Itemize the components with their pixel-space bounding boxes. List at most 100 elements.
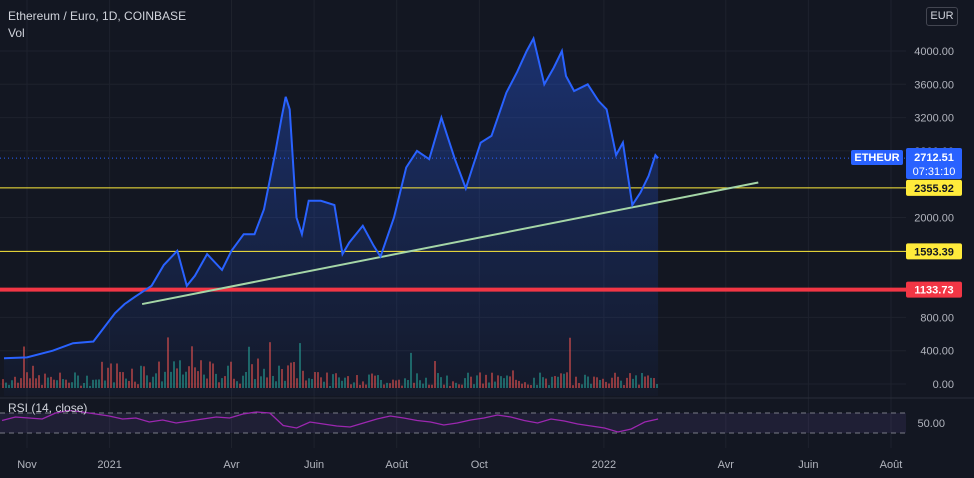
volume-bar <box>44 373 46 388</box>
volume-bar <box>389 383 391 388</box>
volume-bar <box>488 382 490 388</box>
volume-bar <box>647 375 649 388</box>
symbol-badge: ETHEUR <box>854 152 899 164</box>
volume-bar <box>425 377 427 388</box>
volume-bar <box>500 376 502 388</box>
volume-bar <box>140 365 142 388</box>
volume-bar <box>404 378 406 388</box>
volume-bar <box>53 379 55 388</box>
volume-bar <box>224 376 226 388</box>
volume-bar <box>317 372 319 388</box>
volume-bar <box>629 373 631 388</box>
volume-bar <box>530 385 532 388</box>
volume-bar <box>419 380 421 388</box>
volume-bar <box>626 377 628 388</box>
volume-bar <box>341 380 343 388</box>
volume-bar <box>584 374 586 388</box>
volume-bar <box>434 361 436 388</box>
volume-bar <box>554 376 556 388</box>
level-badge-3-bg <box>906 281 962 298</box>
volume-bar <box>569 337 571 388</box>
volume-bar <box>197 371 199 388</box>
volume-label: Vol <box>8 26 25 40</box>
volume-bar <box>125 378 127 388</box>
volume-bar <box>323 381 325 388</box>
volume-bar <box>164 371 166 388</box>
volume-bar <box>644 376 646 388</box>
volume-bar <box>98 379 100 388</box>
volume-bar <box>191 346 193 388</box>
volume-bar <box>566 372 568 388</box>
price-scale-tick: 2000.00 <box>914 213 954 225</box>
price-scale-tick: 3200.00 <box>914 113 954 125</box>
volume-bar <box>614 372 616 388</box>
volume-bar <box>557 376 559 388</box>
x-axis-tick: Août <box>385 459 408 471</box>
level-badge-3: 1133.73 <box>914 285 953 297</box>
price-line <box>3 35 659 360</box>
volume-bar <box>452 381 454 388</box>
volume-bar <box>485 374 487 388</box>
volume-bar <box>476 375 478 388</box>
volume-bar <box>116 363 118 388</box>
volume-bar <box>284 380 286 388</box>
volume-bar <box>209 361 211 388</box>
price-scale-tick: 4000.00 <box>914 46 954 58</box>
volume-bar <box>299 343 301 388</box>
volume-bar <box>26 372 28 388</box>
volume-bar <box>194 367 196 388</box>
volume-bar <box>47 377 49 388</box>
currency-button[interactable]: EUR <box>926 7 958 26</box>
volume-bar <box>50 376 52 388</box>
volume-bar <box>278 365 280 388</box>
volume-bar <box>653 378 655 388</box>
volume-bar <box>359 384 361 388</box>
volume-bar <box>155 373 157 388</box>
volume-bar <box>176 368 178 388</box>
volume-bar <box>236 381 238 388</box>
volume-bar <box>602 378 604 388</box>
volume-bar <box>392 379 394 388</box>
volume-bar <box>503 378 505 388</box>
volume-bar <box>20 378 22 388</box>
volume-bar <box>458 384 460 388</box>
volume-bar <box>314 372 316 388</box>
volume-bar <box>293 362 295 388</box>
volume-bar <box>377 375 379 388</box>
volume-bar <box>611 377 613 388</box>
volume-bar <box>467 372 469 388</box>
volume-bar <box>137 384 139 388</box>
volume-bar <box>290 362 292 388</box>
volume-bar <box>143 366 145 388</box>
volume-bar <box>215 373 217 388</box>
volume-bar <box>509 376 511 388</box>
volume-bar <box>368 374 370 388</box>
volume-bar <box>119 371 121 388</box>
volume-bar <box>287 365 289 388</box>
rsi-scale-tick: 50.00 <box>917 418 945 430</box>
volume-bar <box>578 383 580 388</box>
volume-bar <box>248 346 250 388</box>
volume-bar <box>311 378 313 388</box>
volume-bar <box>464 378 466 388</box>
volume-bar <box>179 360 181 388</box>
volume-bar <box>416 373 418 388</box>
volume-bar <box>239 383 241 388</box>
volume-bar <box>104 380 106 388</box>
volume-bar <box>305 380 307 388</box>
volume-bar <box>227 365 229 388</box>
volume-bar <box>206 378 208 388</box>
volume-bar <box>272 375 274 388</box>
x-axis-tick: Avr <box>223 459 240 471</box>
volume-bar <box>101 361 103 388</box>
volume-bar <box>461 384 463 388</box>
level-badge-1-bg <box>906 179 962 196</box>
volume-bar <box>269 342 271 388</box>
volume-bar <box>212 363 214 388</box>
volume-bar <box>71 382 73 388</box>
volume-bar <box>524 382 526 388</box>
volume-bar <box>173 361 175 388</box>
volume-bar <box>623 385 625 388</box>
volume-bar <box>131 368 133 388</box>
